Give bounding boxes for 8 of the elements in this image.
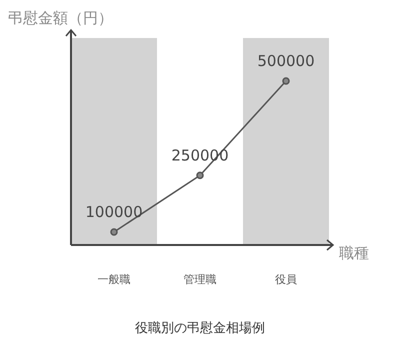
text: 役職別の弔慰金相場例 <box>135 321 265 336</box>
x-tick-label: 一般職 <box>98 273 130 286</box>
x-tick-label: 役員 <box>275 273 297 286</box>
data-label: 100000 <box>85 203 143 221</box>
y-axis-title: 弔慰金額（円） <box>8 9 113 27</box>
x-axis-title: 職種 <box>339 244 369 262</box>
x-tick-label: 管理職 <box>184 273 216 286</box>
data-label: 500000 <box>257 52 315 70</box>
